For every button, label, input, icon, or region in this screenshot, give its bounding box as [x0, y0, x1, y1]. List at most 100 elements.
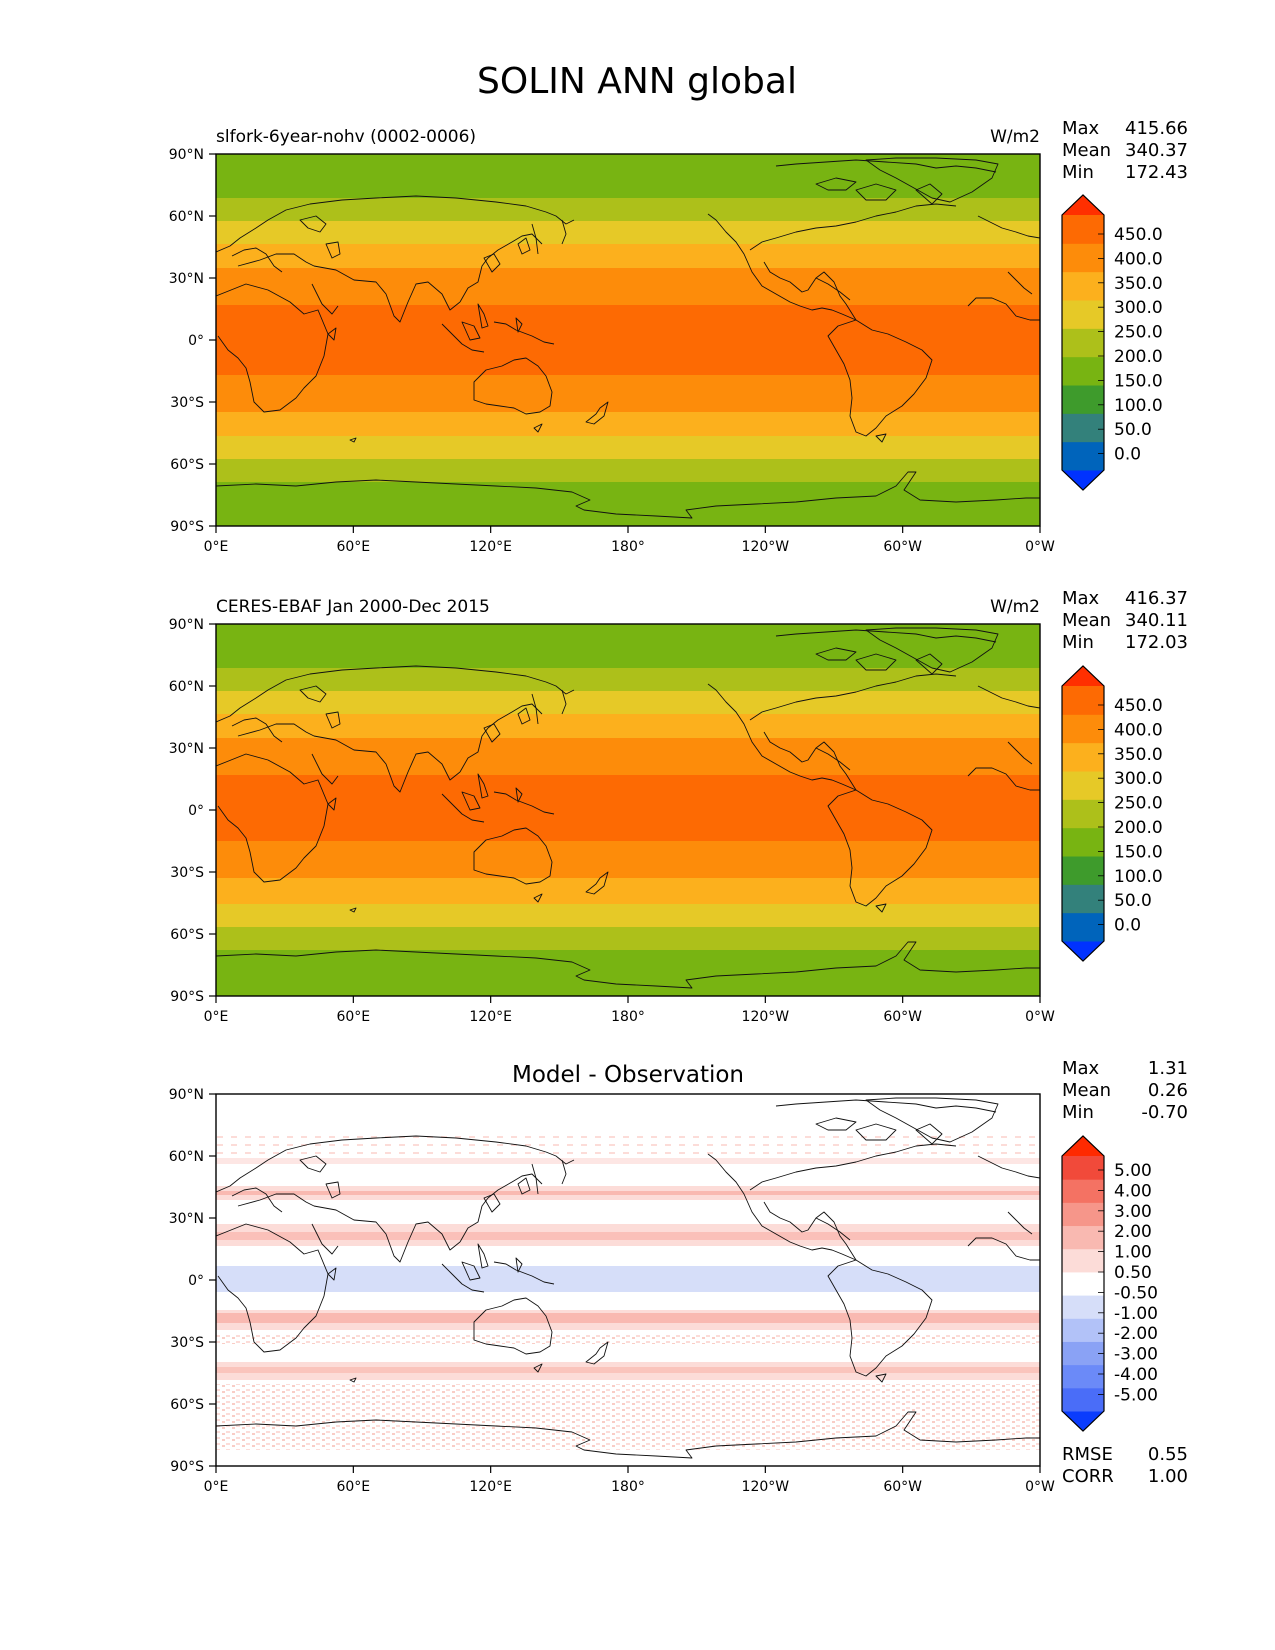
colorbar-segment [1062, 1387, 1104, 1412]
band-40n [216, 714, 1040, 738]
figure-title: SOLIN ANN global [477, 61, 797, 102]
colorbar-segment [1062, 856, 1104, 885]
stat-value-corr: 1.00 [1148, 1466, 1188, 1487]
colorbar-label: 450.0 [1114, 225, 1163, 245]
x-tick-label: 180° [611, 1009, 645, 1025]
y-tick-label: 30°S [170, 865, 204, 881]
colorbar-segment [1062, 912, 1104, 942]
panel-obs-units: W/m2 [990, 597, 1040, 617]
colorbar-label: 50.0 [1114, 420, 1152, 440]
x-tick-label: 60°E [336, 1479, 370, 1495]
colorbar-label: -1.00 [1114, 1304, 1158, 1324]
stat-value-rmse: 0.55 [1148, 1444, 1188, 1465]
y-tick-label: 60°N [169, 209, 204, 225]
band-north-a [216, 1158, 1040, 1164]
stat-label-mean: Mean [1062, 140, 1111, 161]
y-tick-label: 30°N [169, 271, 204, 287]
band-30s [216, 375, 1040, 412]
colorbar-label: 50.0 [1114, 891, 1152, 911]
panel-diff-xaxis: 0°E 60°E 120°E 180° 120°W 60°W 0°W [204, 1466, 1055, 1495]
colorbar-segment [1062, 413, 1104, 443]
colorbar-segment [1062, 742, 1104, 772]
panel-obs-title: CERES-EBAF Jan 2000-Dec 2015 [216, 597, 490, 617]
colorbar-segment [1062, 1179, 1104, 1203]
x-tick-label: 120°E [469, 1479, 512, 1495]
colorbar-extend-max [1062, 195, 1104, 215]
stat-label-mean: Mean [1062, 1080, 1111, 1101]
x-tick-label: 0°W [1025, 1479, 1055, 1495]
colorbar-label: 150.0 [1114, 371, 1163, 391]
colorbar-outline [1061, 1135, 1105, 1432]
y-tick-label: 30°S [170, 395, 204, 411]
band-equator-neg [216, 1266, 1040, 1292]
colorbar-label: 100.0 [1114, 867, 1163, 887]
colorbar-label: 2.00 [1114, 1222, 1152, 1242]
colorbar-label: 0.50 [1114, 1263, 1152, 1283]
stat-label-min: Min [1062, 162, 1094, 183]
colorbar-extend-min [1062, 470, 1104, 490]
x-tick-label: 0°W [1025, 539, 1055, 555]
colorbar-segment [1062, 1202, 1104, 1227]
colorbar-segment [1062, 771, 1104, 800]
colorbar-segment [1062, 271, 1104, 301]
colorbar-extend-min [1062, 941, 1104, 961]
colorbar-label: 3.00 [1114, 1202, 1152, 1222]
band-tropics [216, 775, 1040, 841]
colorbar-label: 200.0 [1114, 818, 1163, 838]
band-polar-s [216, 482, 1040, 526]
band-south-c [216, 1334, 1040, 1344]
band-50s [216, 904, 1040, 927]
x-tick-label: 0°W [1025, 1009, 1055, 1025]
colorbar-obs: 450.0 400.0 350.0 300.0 250.0 200.0 150.0 100.0… [1061, 665, 1163, 962]
y-tick-label: 0° [188, 1273, 204, 1289]
colorbar-label: 4.00 [1114, 1181, 1152, 1201]
colorbar-segment [1062, 1271, 1104, 1296]
band-50n [216, 221, 1040, 244]
y-tick-label: 60°S [170, 457, 204, 473]
colorbar-outline [1061, 194, 1105, 491]
colorbar-segment [1062, 686, 1104, 715]
panel-model-xaxis: 0°E 60°E 120°E 180° 120°W 60°W 0°W [204, 526, 1055, 555]
colorbar-label: 300.0 [1114, 769, 1163, 789]
colorbar-label: 400.0 [1114, 249, 1163, 269]
stat-value-mean: 0.26 [1148, 1080, 1188, 1101]
x-tick-label: 60°E [336, 1009, 370, 1025]
y-tick-label: 90°S [170, 1459, 204, 1475]
colorbar-label: -0.50 [1114, 1283, 1158, 1303]
stat-value-mean: 340.37 [1125, 140, 1188, 161]
x-tick-label: 180° [611, 539, 645, 555]
stat-value-max: 1.31 [1148, 1058, 1188, 1079]
colorbar-label: -2.00 [1114, 1324, 1158, 1344]
colorbar-segment [1062, 714, 1104, 744]
band-40s [216, 878, 1040, 904]
x-tick-label: 60°W [883, 1479, 922, 1495]
colorbar-segment [1062, 1295, 1104, 1319]
colorbar-outline [1061, 665, 1105, 962]
band-polar-s [216, 950, 1040, 996]
stats-layer: Max 415.66 Mean 340.37 Min 172.43 Max 416.37 Mea… [1062, 118, 1188, 1487]
colorbar-label: 250.0 [1114, 794, 1163, 814]
band-south-e [216, 1367, 1040, 1373]
colorbar-label: 200.0 [1114, 347, 1163, 367]
band-30s [216, 841, 1040, 878]
stat-value-min: -0.70 [1141, 1102, 1188, 1123]
panel-obs-xaxis: 0°E 60°E 120°E 180° 120°W 60°W 0°W [204, 996, 1055, 1025]
colorbar-label: 1.00 [1114, 1243, 1152, 1263]
x-tick-label: 60°E [336, 539, 370, 555]
band-60s [216, 459, 1040, 482]
band-polar-n [216, 624, 1040, 668]
panel-model-yaxis: 90°N 60°N 30°N 0° 30°S 60°S 90°S [169, 147, 216, 535]
panel-obs: CERES-EBAF Jan 2000-Dec 2015 W/m2 90°N 60… [169, 597, 1055, 1025]
panel-diff-title: Model - Observation [512, 1062, 744, 1088]
panel-diff-yaxis: 90°N 60°N 30°N 0° 30°S 60°S 90°S [169, 1087, 216, 1475]
x-tick-label: 120°W [742, 1009, 790, 1025]
panel-model-map [216, 154, 1040, 526]
band-50s [216, 436, 1040, 459]
y-tick-label: 90°S [170, 989, 204, 1005]
colorbar-label: 350.0 [1114, 274, 1163, 294]
panel-model-units: W/m2 [990, 127, 1040, 147]
stat-value-min: 172.03 [1125, 632, 1188, 653]
speckle-north-high [216, 1132, 1040, 1158]
colorbar-segment [1062, 884, 1104, 914]
band-40s [216, 412, 1040, 436]
